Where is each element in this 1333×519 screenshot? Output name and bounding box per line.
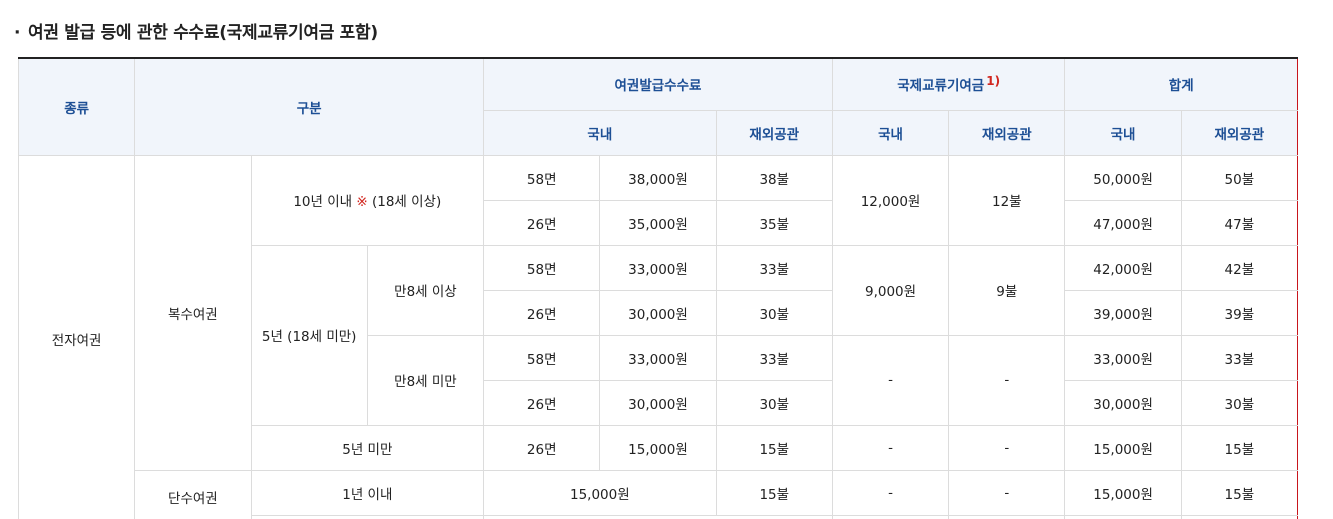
cell-fee: 30,000원 [599, 379, 717, 426]
cell-intl-domestic: - [831, 334, 950, 426]
cell-intl-overseas: - [948, 334, 1066, 426]
cell-kind-electronic: 전자여권 [17, 154, 136, 519]
cell-fee-overseas: 33불 [715, 244, 833, 291]
cell-fee: 35,000원 [599, 199, 717, 246]
cell-under5: 5년 미만 [250, 424, 485, 471]
cell-pages: 58면 [483, 334, 601, 381]
cell-fee: 15,000원 [483, 469, 717, 516]
cell-multiple-passport: 복수여권 [134, 154, 252, 471]
cell-intl-overseas: - [948, 424, 1066, 471]
cell-total-overseas: 33불 [1180, 334, 1299, 381]
table-row: 5년 (18세 미만) 만8세 이상 58면 33,000원 33불 9,000… [19, 244, 1299, 426]
section-title-text: 여권 발급 등에 관한 수수료(국제교류기여금 포함) [28, 23, 378, 43]
cell-intl-domestic: - [831, 424, 950, 471]
cell-single-passport: 단수여권 [134, 469, 252, 519]
cell-total: 39,000원 [1064, 289, 1182, 336]
fee-table: 종류 구분 여권발급수수료 국제교류기여금 1) 합계 국내 재외공관 국내 재외… [17, 57, 1299, 519]
cell-pages: 58면 [483, 244, 601, 291]
cell-intl-domestic: - [831, 469, 950, 516]
reference-mark: ※ [356, 194, 368, 210]
header-kind: 종류 [17, 57, 136, 156]
cell-total-overseas: 15불 [1180, 469, 1299, 516]
header-category: 구분 [134, 57, 485, 156]
cell-fee: 30,000원 [599, 289, 717, 336]
cell-pages: 26면 [483, 424, 601, 471]
cell-pages: 26면 [483, 289, 601, 336]
cell-pages: 26면 [483, 379, 601, 426]
cell-fee-overseas: 35불 [715, 199, 833, 246]
table-row: 단수여권 1년 이내 15,000원 15불 - - 15,000원 15불 [19, 469, 1299, 519]
cell-empty [1064, 514, 1182, 519]
ten-years-label: 10년 이내 [293, 194, 357, 210]
cell-empty [483, 514, 833, 519]
cell-age8-over: 만8세 이상 [366, 244, 485, 336]
footnote-marker: 1) [986, 74, 1001, 89]
table-row: 26면 30,000원 30불 39,000원 39불 [19, 289, 1299, 336]
cell-age8-under: 만8세 미만 [366, 334, 485, 426]
cell-intl-overseas: - [948, 469, 1066, 516]
cell-fee-overseas: 38불 [715, 154, 833, 201]
cell-five-years-under18: 5년 (18세 미만) [250, 244, 368, 426]
header-intl-domestic: 국내 [831, 109, 950, 156]
table-row [19, 514, 1299, 519]
cell-total-overseas: 30불 [1180, 379, 1299, 426]
header-total-domestic: 국내 [1064, 109, 1182, 156]
cell-fee-overseas: 15불 [715, 424, 833, 471]
cell-fee: 38,000원 [599, 154, 717, 201]
header-total: 합계 [1064, 57, 1298, 111]
cell-fee-overseas: 30불 [715, 379, 833, 426]
section-title: · 여권 발급 등에 관한 수수료(국제교류기여금 포함) [14, 18, 378, 43]
header-intl-overseas: 재외공관 [948, 109, 1066, 156]
table-row: 5년 미만 26면 15,000원 15불 - - 15,000원 15불 [19, 424, 1299, 471]
cell-total-overseas: 50불 [1180, 154, 1299, 201]
header-total-overseas: 재외공관 [1180, 109, 1299, 156]
cell-total: 30,000원 [1064, 379, 1182, 426]
cell-total: 33,000원 [1064, 334, 1182, 381]
cell-total-overseas: 39불 [1180, 289, 1299, 336]
cell-intl-domestic: 9,000원 [831, 244, 950, 336]
cell-total: 47,000원 [1064, 199, 1182, 246]
cell-total: 50,000원 [1064, 154, 1182, 201]
header-intl-fee: 국제교류기여금 1) [831, 57, 1066, 111]
cell-total-overseas: 42불 [1180, 244, 1299, 291]
table-row: 만8세 미만 58면 33,000원 33불 - - 33,000원 33불 [19, 334, 1299, 426]
cell-fee-overseas: 15불 [715, 469, 833, 516]
bullet-icon: · [14, 23, 21, 43]
cell-fee-overseas: 30불 [715, 289, 833, 336]
cell-empty [948, 514, 1066, 519]
table-row: 26면 35,000원 35불 47,000원 47불 [19, 199, 1299, 246]
cell-within1: 1년 이내 [250, 469, 485, 516]
cell-fee: 33,000원 [599, 334, 717, 381]
header-issue-fee: 여권발급수수료 [483, 57, 833, 111]
cell-pages: 58면 [483, 154, 601, 201]
cell-intl-overseas: 9불 [948, 244, 1066, 336]
cell-pages: 26면 [483, 199, 601, 246]
cell-total: 15,000원 [1064, 424, 1182, 471]
header-issue-overseas: 재외공관 [715, 109, 833, 156]
header-issue-domestic: 국내 [483, 109, 717, 156]
cell-total: 15,000원 [1064, 469, 1182, 516]
cell-fee-overseas: 33불 [715, 334, 833, 381]
cell-fee: 33,000원 [599, 244, 717, 291]
cell-total-overseas: 47불 [1180, 199, 1299, 246]
cell-intl-overseas: 12불 [948, 154, 1066, 246]
cell-total: 42,000원 [1064, 244, 1182, 291]
header-intl-fee-label: 국제교류기여금 [897, 78, 985, 95]
cell-fee: 15,000원 [599, 424, 717, 471]
cell-empty [831, 514, 950, 519]
cell-empty [1180, 514, 1299, 519]
cell-empty [250, 514, 485, 519]
cell-total-overseas: 15불 [1180, 424, 1299, 471]
ten-years-age: (18세 이상) [367, 194, 442, 210]
cell-intl-domestic: 12,000원 [831, 154, 950, 246]
table-row: 전자여권 복수여권 10년 이내 ※ (18세 이상) 58면 38,000원 … [17, 154, 1299, 519]
cell-ten-years: 10년 이내 ※ (18세 이상) [250, 154, 485, 246]
